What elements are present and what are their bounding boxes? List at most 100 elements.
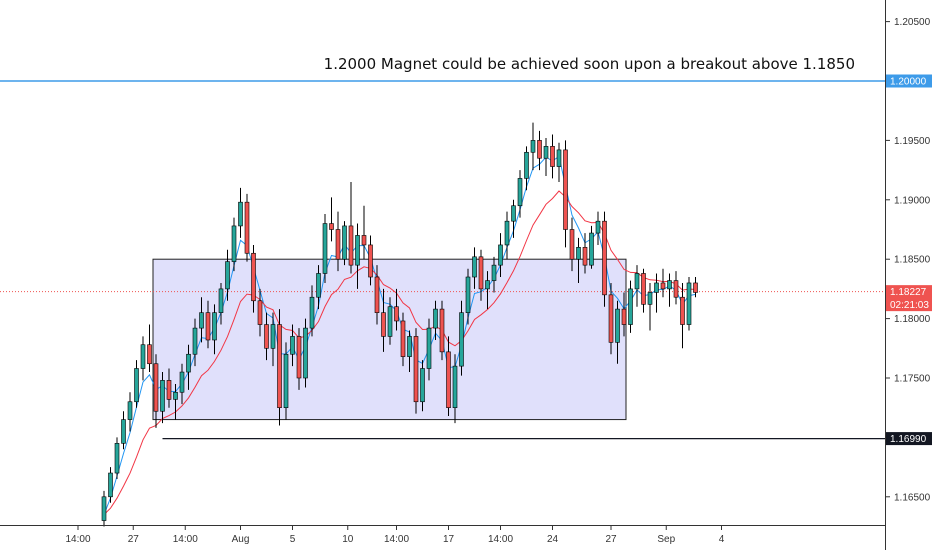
- candle[interactable]: [530, 122, 536, 171]
- candle[interactable]: [121, 411, 126, 450]
- candle[interactable]: [374, 265, 380, 325]
- candle[interactable]: [199, 297, 204, 343]
- candle[interactable]: [491, 256, 497, 293]
- candle[interactable]: [550, 134, 555, 179]
- candle[interactable]: [277, 309, 282, 426]
- candle[interactable]: [673, 271, 679, 305]
- candle[interactable]: [543, 138, 549, 177]
- candle[interactable]: [485, 271, 490, 310]
- candle[interactable]: [329, 197, 334, 242]
- candle[interactable]: [504, 211, 510, 260]
- candle[interactable]: [563, 140, 568, 248]
- candle[interactable]: [303, 318, 308, 388]
- candle[interactable]: [368, 235, 373, 286]
- candle[interactable]: [498, 233, 503, 278]
- candle[interactable]: [153, 354, 159, 428]
- candle-body-down: [478, 256, 484, 290]
- candle[interactable]: [127, 392, 133, 432]
- candle[interactable]: [465, 268, 471, 325]
- candle[interactable]: [667, 273, 672, 307]
- candle[interactable]: [556, 142, 562, 182]
- time-axis[interactable]: 14:00 27 14:00 Aug 5 10 14:00 17 14:00 24 27 Sep 4: [0, 525, 885, 545]
- candle[interactable]: [192, 318, 198, 367]
- candle[interactable]: [290, 324, 295, 367]
- candle-body-up: [686, 282, 692, 325]
- candle[interactable]: [602, 211, 607, 307]
- candle[interactable]: [101, 490, 107, 527]
- candle[interactable]: [621, 292, 627, 337]
- candle[interactable]: [166, 368, 172, 408]
- candle[interactable]: [270, 312, 276, 367]
- candle[interactable]: [283, 342, 289, 420]
- candle[interactable]: [511, 199, 516, 238]
- candle[interactable]: [179, 363, 185, 405]
- candle[interactable]: [355, 223, 360, 289]
- candle[interactable]: [231, 217, 237, 272]
- candle[interactable]: [257, 288, 263, 337]
- candle[interactable]: [569, 217, 575, 272]
- candle-body-down: [348, 225, 354, 266]
- candle[interactable]: [400, 312, 406, 367]
- candle[interactable]: [205, 300, 211, 349]
- candle[interactable]: [680, 282, 685, 349]
- candle[interactable]: [472, 247, 477, 289]
- candle[interactable]: [212, 304, 217, 355]
- candle[interactable]: [335, 211, 341, 272]
- candle[interactable]: [394, 288, 399, 331]
- candle[interactable]: [420, 360, 425, 412]
- candle[interactable]: [478, 249, 484, 301]
- candle[interactable]: [348, 181, 354, 274]
- candle[interactable]: [186, 344, 191, 390]
- candle[interactable]: [446, 336, 451, 417]
- candle[interactable]: [608, 282, 614, 355]
- candle[interactable]: [251, 244, 256, 313]
- candle[interactable]: [439, 300, 445, 361]
- candle[interactable]: [660, 268, 666, 298]
- candle[interactable]: [576, 237, 581, 283]
- candle[interactable]: [140, 336, 146, 381]
- candle[interactable]: [361, 205, 367, 260]
- candle[interactable]: [387, 297, 393, 345]
- candle[interactable]: [433, 300, 438, 340]
- candle[interactable]: [322, 214, 328, 283]
- candle[interactable]: [634, 265, 640, 307]
- candle[interactable]: [686, 277, 692, 331]
- candle[interactable]: [647, 282, 653, 331]
- candle[interactable]: [309, 285, 315, 337]
- candle[interactable]: [413, 328, 419, 414]
- candle[interactable]: [615, 300, 620, 364]
- candle[interactable]: [244, 193, 250, 262]
- candle[interactable]: [381, 288, 386, 352]
- candle[interactable]: [108, 467, 113, 503]
- candle[interactable]: [264, 312, 269, 361]
- candle-body-up: [231, 225, 237, 262]
- candle[interactable]: [114, 437, 120, 479]
- candle[interactable]: [426, 318, 432, 381]
- candle[interactable]: [134, 360, 139, 408]
- candle[interactable]: [595, 211, 601, 245]
- candle[interactable]: [589, 225, 594, 269]
- time-tick-label: 24: [547, 534, 559, 545]
- candle[interactable]: [537, 130, 542, 171]
- candle[interactable]: [147, 324, 152, 373]
- candle[interactable]: [316, 265, 321, 310]
- candle[interactable]: [160, 372, 165, 424]
- candle[interactable]: [173, 383, 178, 420]
- candle-body-up: [270, 324, 276, 349]
- candle[interactable]: [238, 187, 243, 238]
- candle[interactable]: [218, 282, 224, 325]
- candle[interactable]: [641, 268, 646, 313]
- candle[interactable]: [225, 249, 230, 301]
- candle[interactable]: [582, 233, 588, 274]
- candle[interactable]: [407, 330, 412, 373]
- candle[interactable]: [296, 328, 302, 390]
- candle[interactable]: [517, 170, 523, 218]
- candle[interactable]: [628, 280, 633, 333]
- candle[interactable]: [342, 221, 347, 266]
- candle[interactable]: [452, 354, 458, 424]
- candle[interactable]: [459, 300, 464, 376]
- candle[interactable]: [524, 146, 529, 191]
- candle[interactable]: [654, 273, 659, 313]
- candle[interactable]: [693, 277, 698, 298]
